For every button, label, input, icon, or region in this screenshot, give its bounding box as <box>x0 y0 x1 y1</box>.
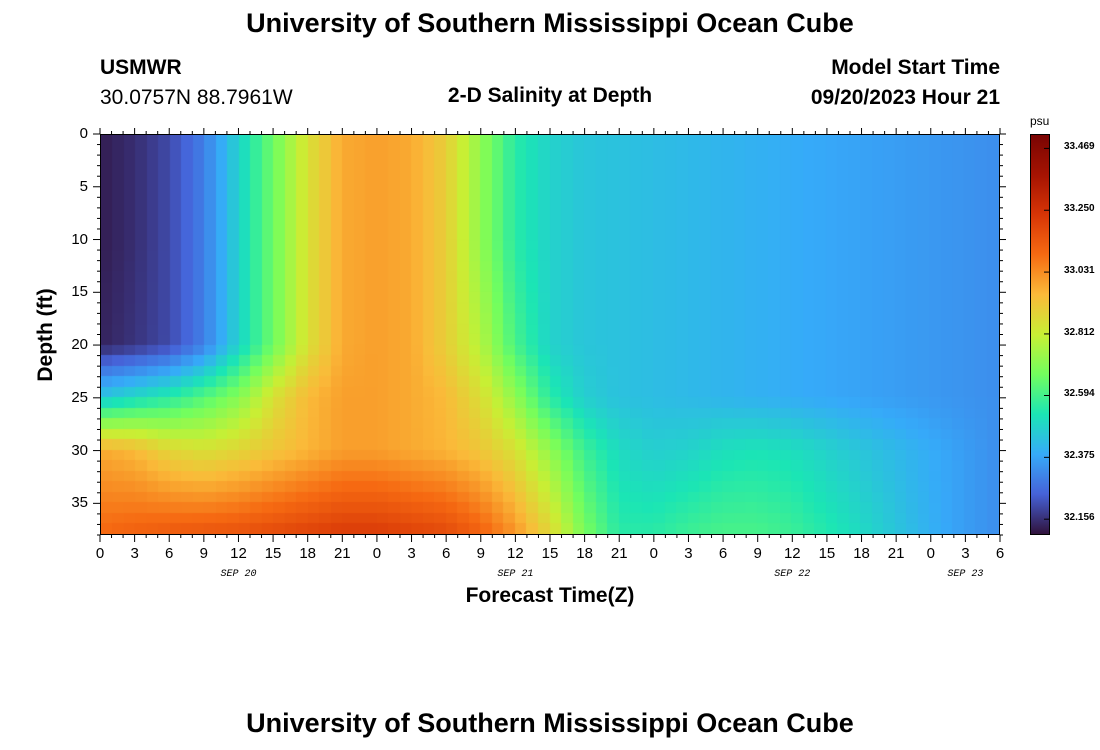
x-tick-label: 6 <box>165 545 174 562</box>
station-name: USMWR <box>100 56 182 79</box>
footer-title: University of Southern Mississippi Ocean… <box>246 708 854 738</box>
colorbar-tick-label: 33.469 <box>1064 141 1095 153</box>
colorbar-tick-label: 32.375 <box>1064 450 1095 462</box>
x-tick-label: 21 <box>610 545 628 562</box>
x-tick-label: 0 <box>95 545 105 562</box>
x-tick-label: 6 <box>718 545 728 562</box>
x-tick-label: 3 <box>684 545 693 562</box>
x-tick-label: 3 <box>407 545 416 562</box>
x-tick-label: 15 <box>818 545 836 562</box>
plot-title: 2-D Salinity at Depth <box>447 84 653 107</box>
x-tick-label: 6 <box>995 545 1005 562</box>
x-tick-label: 12 <box>507 545 524 562</box>
x-tick-label: 9 <box>199 545 209 562</box>
x-tick-label: 12 <box>230 545 247 562</box>
y-tick-label: 15 <box>71 283 88 301</box>
x-date-label: SEP 21 <box>497 569 534 580</box>
x-date-label: SEP 23 <box>947 569 984 580</box>
y-tick-label: 25 <box>71 388 88 406</box>
x-tick-label: 18 <box>576 545 593 562</box>
x-tick-label: 0 <box>372 545 382 562</box>
x-tick-label: 0 <box>649 545 659 562</box>
y-tick-label: 10 <box>71 230 88 248</box>
model-start-time: 09/20/2023 Hour 21 <box>810 86 1000 109</box>
station-coords: 30.0757N 88.7961W <box>100 86 293 109</box>
x-tick-label: 18 <box>299 545 317 562</box>
colorbar <box>1030 134 1050 535</box>
colorbar-unit: psu <box>1030 114 1050 128</box>
x-date-label: SEP 20 <box>220 569 257 580</box>
y-tick-label: 20 <box>71 336 88 354</box>
y-tick-label: 5 <box>79 177 88 195</box>
x-tick-label: 3 <box>130 545 139 562</box>
x-tick-label: 6 <box>441 545 451 562</box>
x-tick-label: 21 <box>887 545 905 562</box>
x-tick-label: 21 <box>333 545 351 562</box>
colorbar-tick-label: 32.812 <box>1064 326 1095 338</box>
x-tick-label: 15 <box>541 545 559 562</box>
y-tick-label: 35 <box>71 494 88 512</box>
x-tick-label: 3 <box>961 545 970 562</box>
x-tick-label: 12 <box>783 545 801 562</box>
model-start-label: Model Start Time <box>831 56 1000 79</box>
x-tick-label: 9 <box>476 545 485 562</box>
y-axis-title: Depth (ft) <box>34 288 57 382</box>
x-tick-label: 0 <box>926 545 935 562</box>
y-tick-label: 0 <box>79 125 88 142</box>
y-tick-label: 30 <box>71 441 88 459</box>
salinity-heatmap <box>101 135 999 534</box>
x-axis-title: Forecast Time(Z) <box>465 584 635 607</box>
x-tick-label: 15 <box>264 545 282 562</box>
colorbar-tick-label: 32.156 <box>1064 512 1095 524</box>
x-tick-label: 9 <box>753 545 762 562</box>
page-title: University of Southern Mississippi Ocean… <box>246 8 854 38</box>
x-tick-label: 18 <box>853 545 870 562</box>
colorbar-tick-label: 33.031 <box>1064 265 1095 277</box>
heatmap-plot-area <box>100 134 1000 535</box>
colorbar-tick-label: 32.594 <box>1064 388 1095 400</box>
colorbar-tick-label: 33.250 <box>1064 203 1095 215</box>
x-date-label: SEP 22 <box>774 569 811 580</box>
